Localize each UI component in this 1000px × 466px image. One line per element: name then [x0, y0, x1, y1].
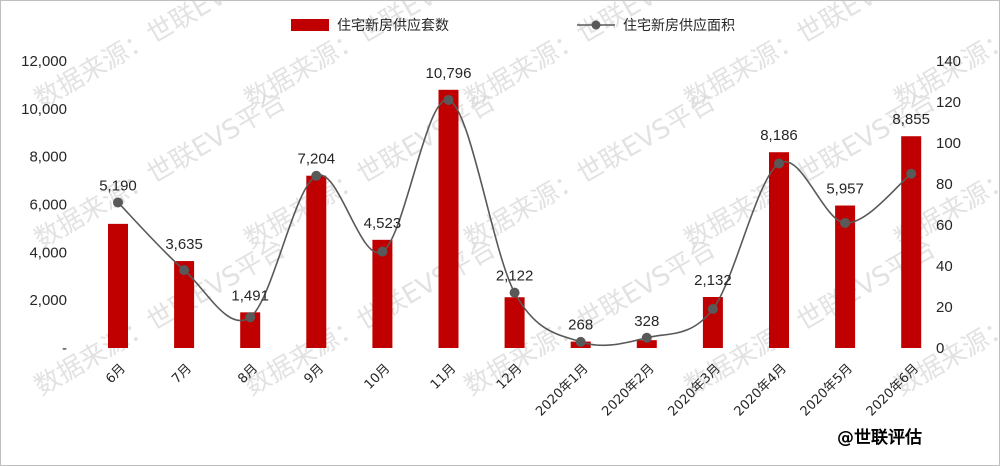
x-tick-label: 7月	[169, 361, 195, 387]
line-point	[113, 197, 123, 208]
line-point	[509, 287, 520, 298]
x-tick-label: 10月	[362, 361, 393, 392]
y-right-tick-label: 60	[936, 217, 953, 234]
line-point	[377, 246, 388, 257]
bar	[108, 223, 128, 348]
y-left-tick-label: 2,000	[29, 292, 67, 309]
bar-data-label: 10,796	[426, 65, 472, 82]
bar-data-label: 4,523	[364, 215, 402, 232]
bar-data-label: 7,204	[298, 151, 336, 168]
line-point	[575, 336, 586, 347]
y-left-tick-label: -	[62, 340, 67, 357]
y-left-tick-label: 8,000	[29, 149, 67, 166]
x-tick-label: 11月	[428, 361, 459, 392]
bar-data-label: 8,186	[760, 127, 798, 144]
line-point	[245, 312, 256, 323]
brand-logo-text: @世联评估	[837, 427, 922, 448]
y-right-tick-label: 100	[936, 135, 961, 152]
bar	[438, 89, 459, 349]
y-right-tick-label: 40	[936, 258, 953, 275]
legend-bar-label: 住宅新房供应套数	[337, 17, 449, 34]
y-left-tick-label: 4,000	[29, 244, 67, 261]
bar-data-label: 5,190	[99, 177, 137, 194]
bar	[702, 297, 723, 348]
y-right-tick-label: 20	[936, 299, 953, 316]
bar	[174, 261, 195, 348]
bar-data-label: 1,491	[231, 287, 269, 304]
bar	[306, 175, 327, 348]
y-right-tick-label: 80	[936, 176, 953, 193]
line-point	[840, 217, 851, 228]
bar-data-label: 268	[568, 317, 593, 334]
legend-line-marker	[591, 20, 601, 30]
bar-data-label: 2,132	[694, 272, 732, 289]
y-left-tick-label: 10,000	[21, 101, 67, 118]
line-point	[179, 265, 190, 276]
line-point	[311, 170, 322, 181]
bar	[372, 239, 393, 348]
y-left-tick-label: 6,000	[29, 197, 67, 214]
y-right-tick-label: 140	[936, 53, 961, 70]
bar	[769, 152, 789, 348]
x-tick-label: 2020年5月	[798, 361, 856, 419]
x-tick-label: 2020年1月	[533, 361, 591, 419]
line-point	[443, 94, 454, 105]
bar-data-label: 328	[634, 313, 659, 330]
bar	[835, 205, 856, 348]
bar	[504, 297, 525, 348]
line-point	[707, 304, 718, 315]
legend-bar-swatch	[291, 19, 329, 31]
y-right-tick-label: 120	[936, 94, 961, 111]
bar	[636, 340, 657, 348]
bar-data-label: 3,635	[165, 236, 203, 253]
bar-data-label: 5,957	[826, 181, 864, 198]
line-point	[906, 168, 917, 179]
line-point	[641, 332, 652, 343]
bar	[901, 136, 922, 348]
line-point	[774, 158, 784, 169]
bar	[240, 312, 261, 348]
bar-data-label: 8,855	[892, 111, 930, 128]
legend-line-label: 住宅新房供应面积	[623, 17, 735, 34]
bar-data-label: 2,122	[496, 268, 534, 285]
y-left-tick-label: 12,000	[21, 53, 67, 70]
y-right-tick-label: 0	[936, 340, 944, 357]
x-tick-label: 2020年2月	[599, 361, 657, 419]
